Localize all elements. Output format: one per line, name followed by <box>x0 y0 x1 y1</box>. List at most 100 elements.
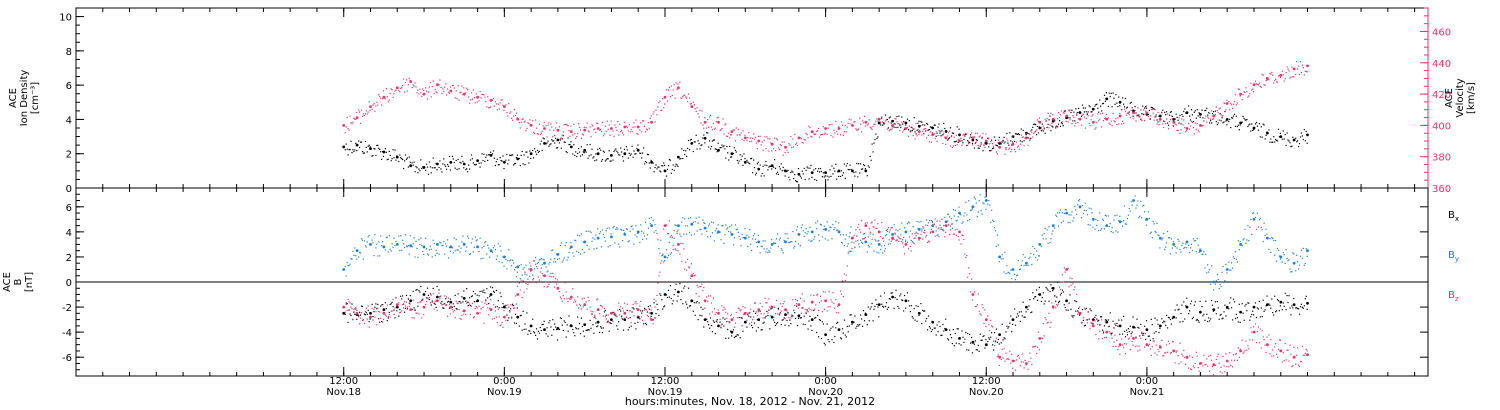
data-dot <box>855 171 857 173</box>
data-dot <box>1009 273 1011 275</box>
data-dot <box>1132 115 1134 117</box>
data-dot <box>687 258 689 260</box>
data-dot <box>1094 228 1096 230</box>
data-dot <box>1054 295 1056 298</box>
data-dot <box>435 249 437 251</box>
data-dot <box>952 329 954 331</box>
data-point <box>757 167 761 171</box>
data-dot <box>569 298 571 300</box>
data-dot <box>1004 153 1006 155</box>
data-dot <box>361 239 364 241</box>
data-dot <box>559 244 561 247</box>
data-dot <box>751 140 753 142</box>
data-dot <box>498 261 500 263</box>
data-dot <box>801 307 803 309</box>
data-dot <box>765 251 767 253</box>
data-dot <box>1062 112 1064 114</box>
data-point <box>904 121 908 125</box>
data-dot <box>626 228 628 231</box>
data-dot <box>832 173 834 175</box>
data-dot <box>628 123 630 126</box>
data-dot <box>709 313 711 315</box>
data-point <box>958 133 961 137</box>
data-dot <box>743 140 745 142</box>
data-dot <box>949 229 952 231</box>
data-dot <box>1024 137 1026 140</box>
data-dot <box>1243 238 1245 240</box>
data-dot <box>1084 308 1086 310</box>
data-dot <box>924 232 926 234</box>
data-dot <box>1052 230 1054 232</box>
data-dot <box>635 119 637 121</box>
data-dot <box>469 159 472 161</box>
data-dot <box>564 282 566 284</box>
data-dot <box>891 128 893 130</box>
data-dot <box>903 246 905 248</box>
data-dot <box>572 134 574 136</box>
data-dot <box>677 295 679 297</box>
data-dot <box>1189 303 1192 305</box>
data-dot <box>632 303 634 306</box>
data-dot <box>367 309 369 311</box>
data-dot <box>429 302 431 304</box>
data-dot <box>953 136 955 138</box>
data-dot <box>1291 271 1293 273</box>
data-dot <box>359 323 361 325</box>
data-dot <box>392 96 394 98</box>
data-dot <box>1282 252 1284 254</box>
data-dot <box>430 304 432 306</box>
data-dot <box>991 209 993 211</box>
data-dot <box>757 311 759 313</box>
data-dot <box>1162 123 1164 125</box>
data-dot <box>452 84 454 87</box>
data-dot <box>871 302 873 305</box>
data-dot <box>1243 117 1245 119</box>
data-dot <box>616 129 618 131</box>
data-dot <box>1216 110 1218 112</box>
data-dot <box>703 222 705 224</box>
data-dot <box>637 321 639 323</box>
data-dot <box>764 164 766 166</box>
data-dot <box>699 228 701 231</box>
y-tick-label: 380 <box>1432 153 1451 164</box>
data-dot <box>563 124 565 126</box>
data-dot <box>840 121 843 123</box>
data-dot <box>1179 114 1181 117</box>
data-dot <box>1208 117 1210 119</box>
data-dot <box>818 319 821 321</box>
data-point <box>489 154 493 157</box>
data-dot <box>943 230 945 232</box>
data-dot <box>872 226 874 228</box>
data-dot <box>901 116 903 118</box>
data-dot <box>1300 303 1302 305</box>
data-dot <box>753 167 756 169</box>
data-dot <box>1041 123 1043 125</box>
data-dot <box>945 231 947 233</box>
data-dot <box>1081 114 1084 116</box>
data-dot <box>687 147 689 149</box>
data-dot <box>715 320 717 322</box>
data-dot <box>773 316 775 319</box>
data-dot <box>909 131 911 133</box>
data-dot <box>1194 301 1196 303</box>
data-dot <box>426 163 428 165</box>
data-dot <box>422 250 424 253</box>
data-dot <box>849 123 851 125</box>
data-dot <box>714 127 716 129</box>
data-dot <box>753 316 755 318</box>
data-dot <box>1305 70 1307 72</box>
data-dot <box>1075 310 1077 312</box>
data-dot <box>1010 315 1012 317</box>
data-dot <box>538 279 540 281</box>
data-dot <box>1218 318 1220 320</box>
data-dot <box>724 318 726 320</box>
data-dot <box>1021 353 1023 355</box>
data-dot <box>882 124 884 126</box>
data-dot <box>786 149 788 151</box>
data-dot <box>393 157 395 159</box>
data-dot <box>512 154 514 156</box>
data-dot <box>591 313 593 315</box>
data-dot <box>1283 305 1285 307</box>
data-dot <box>562 295 564 297</box>
data-dot <box>679 158 681 160</box>
